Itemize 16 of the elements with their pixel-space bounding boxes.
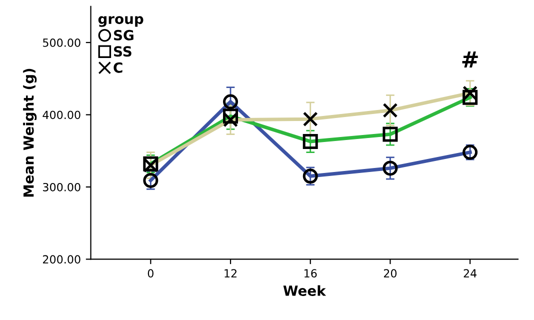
annotation: # bbox=[462, 52, 478, 68]
y-tick-label: 400.00 bbox=[42, 110, 80, 120]
legend-label: SS bbox=[114, 46, 132, 57]
y-axis-title: Mean Weight (g) bbox=[23, 68, 37, 197]
x-axis-title: Week bbox=[283, 285, 326, 296]
legend-label: SG bbox=[114, 30, 134, 40]
x-tick-label: 20 bbox=[384, 269, 397, 278]
x-tick-label: 12 bbox=[224, 269, 236, 278]
legend-title: group bbox=[98, 16, 144, 27]
x-tick-label: 16 bbox=[304, 269, 317, 278]
y-tick-label: 200.00 bbox=[42, 255, 80, 264]
y-tick-label: 300.00 bbox=[43, 182, 80, 192]
x-tick-label: 24 bbox=[464, 269, 477, 278]
y-tick-label: 500.00 bbox=[43, 38, 80, 47]
x-tick-label: 0 bbox=[148, 269, 154, 278]
legend-label: C bbox=[114, 62, 122, 73]
